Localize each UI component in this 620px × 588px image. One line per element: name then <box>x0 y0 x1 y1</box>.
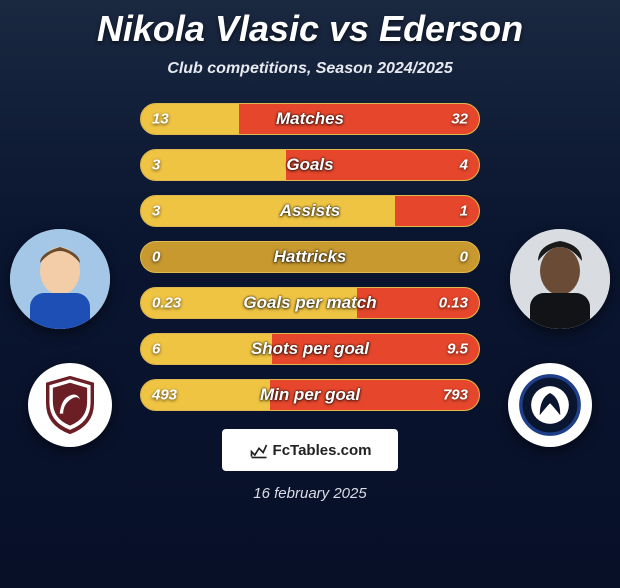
stat-row: 34Goals <box>140 149 480 181</box>
player2-club-badge <box>508 363 592 447</box>
watermark-text: FcTables.com <box>273 442 372 459</box>
stat-label: Assists <box>140 201 480 221</box>
stat-label: Goals per match <box>140 293 480 313</box>
stat-row: 493793Min per goal <box>140 379 480 411</box>
player1-club-badge <box>28 363 112 447</box>
player1-avatar <box>10 229 110 329</box>
page-title: Nikola Vlasic vs Ederson <box>0 8 620 50</box>
stat-row: 69.5Shots per goal <box>140 333 480 365</box>
stat-row: 31Assists <box>140 195 480 227</box>
stat-label: Min per goal <box>140 385 480 405</box>
stat-label: Shots per goal <box>140 339 480 359</box>
stat-label: Goals <box>140 155 480 175</box>
comparison-area: 1332Matches 34Goals 31Assists 00Hattricks 0.… <box>0 103 620 411</box>
stat-label: Hattricks <box>140 247 480 267</box>
stat-row: 1332Matches <box>140 103 480 135</box>
stat-label: Matches <box>140 109 480 129</box>
date-label: 16 february 2025 <box>0 485 620 502</box>
chart-icon <box>249 440 269 460</box>
stat-bars: 1332Matches 34Goals 31Assists 00Hattricks 0.… <box>140 103 480 411</box>
watermark: FcTables.com <box>222 429 398 471</box>
player2-avatar <box>510 229 610 329</box>
stat-row: 00Hattricks <box>140 241 480 273</box>
stat-row: 0.230.13Goals per match <box>140 287 480 319</box>
page-subtitle: Club competitions, Season 2024/2025 <box>0 60 620 78</box>
